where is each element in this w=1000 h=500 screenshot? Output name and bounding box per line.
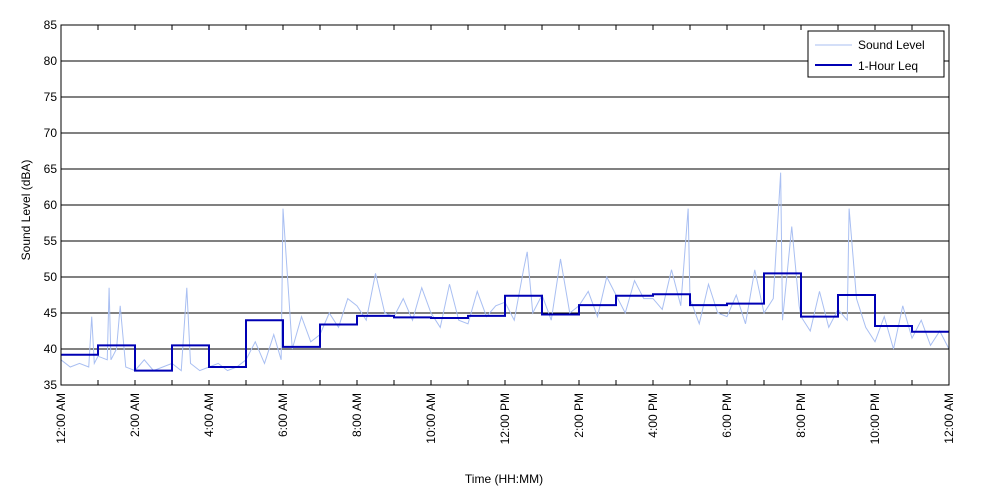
legend-box [807,30,945,78]
y-axis-label: Sound Level (dBA) [19,160,33,261]
y-tick-label: 80 [44,54,58,68]
y-tick-label: 40 [44,342,58,356]
series-line-sound-level [60,172,950,372]
y-tick-label: 60 [44,198,58,212]
y-tick-label: 85 [44,18,58,32]
gridlines [61,60,949,350]
x-tick-label: 2:00 PM [572,393,586,438]
x-tick-label: 8:00 PM [794,393,808,438]
y-tick-label: 70 [44,126,58,140]
x-tick-label: 10:00 PM [868,393,882,444]
x-tick-labels: 12:00 AM 2:00 AM 4:00 AM 6:00 AM 8:00 AM 10:0… [54,393,956,444]
x-tick-label: 6:00 PM [720,393,734,438]
x-tick-label: 8:00 AM [350,393,364,437]
x-tick-label: 10:00 AM [424,393,438,444]
y-tick-label: 45 [44,306,58,320]
axis-ticks [60,24,950,386]
x-tick-label: 12:00 PM [498,393,512,444]
x-tick-label: 4:00 AM [202,393,216,437]
legend: Sound Level 1-Hour Leq [807,30,945,78]
plot-series [60,172,950,372]
x-tick-label: 2:00 AM [128,393,142,437]
series-line-1-hour-leq [61,272,949,372]
y-tick-label: 65 [44,162,58,176]
y-tick-labels: 35 40 45 50 55 60 65 70 75 80 85 [44,18,58,392]
x-tick-label: 4:00 PM [646,393,660,438]
y-tick-label: 35 [44,378,58,392]
x-tick-label: 6:00 AM [276,393,290,437]
x-tick-label: 12:00 AM [54,393,68,444]
y-tick-label: 75 [44,90,58,104]
y-tick-label: 50 [44,270,58,284]
x-tick-label: 12:00 AM [942,393,956,444]
legend-label-sound-level: Sound Level [858,38,925,52]
y-tick-label: 55 [44,234,58,248]
legend-label-1-hour-leq: 1-Hour Leq [858,59,918,73]
x-axis-label: Time (HH:MM) [465,472,543,486]
